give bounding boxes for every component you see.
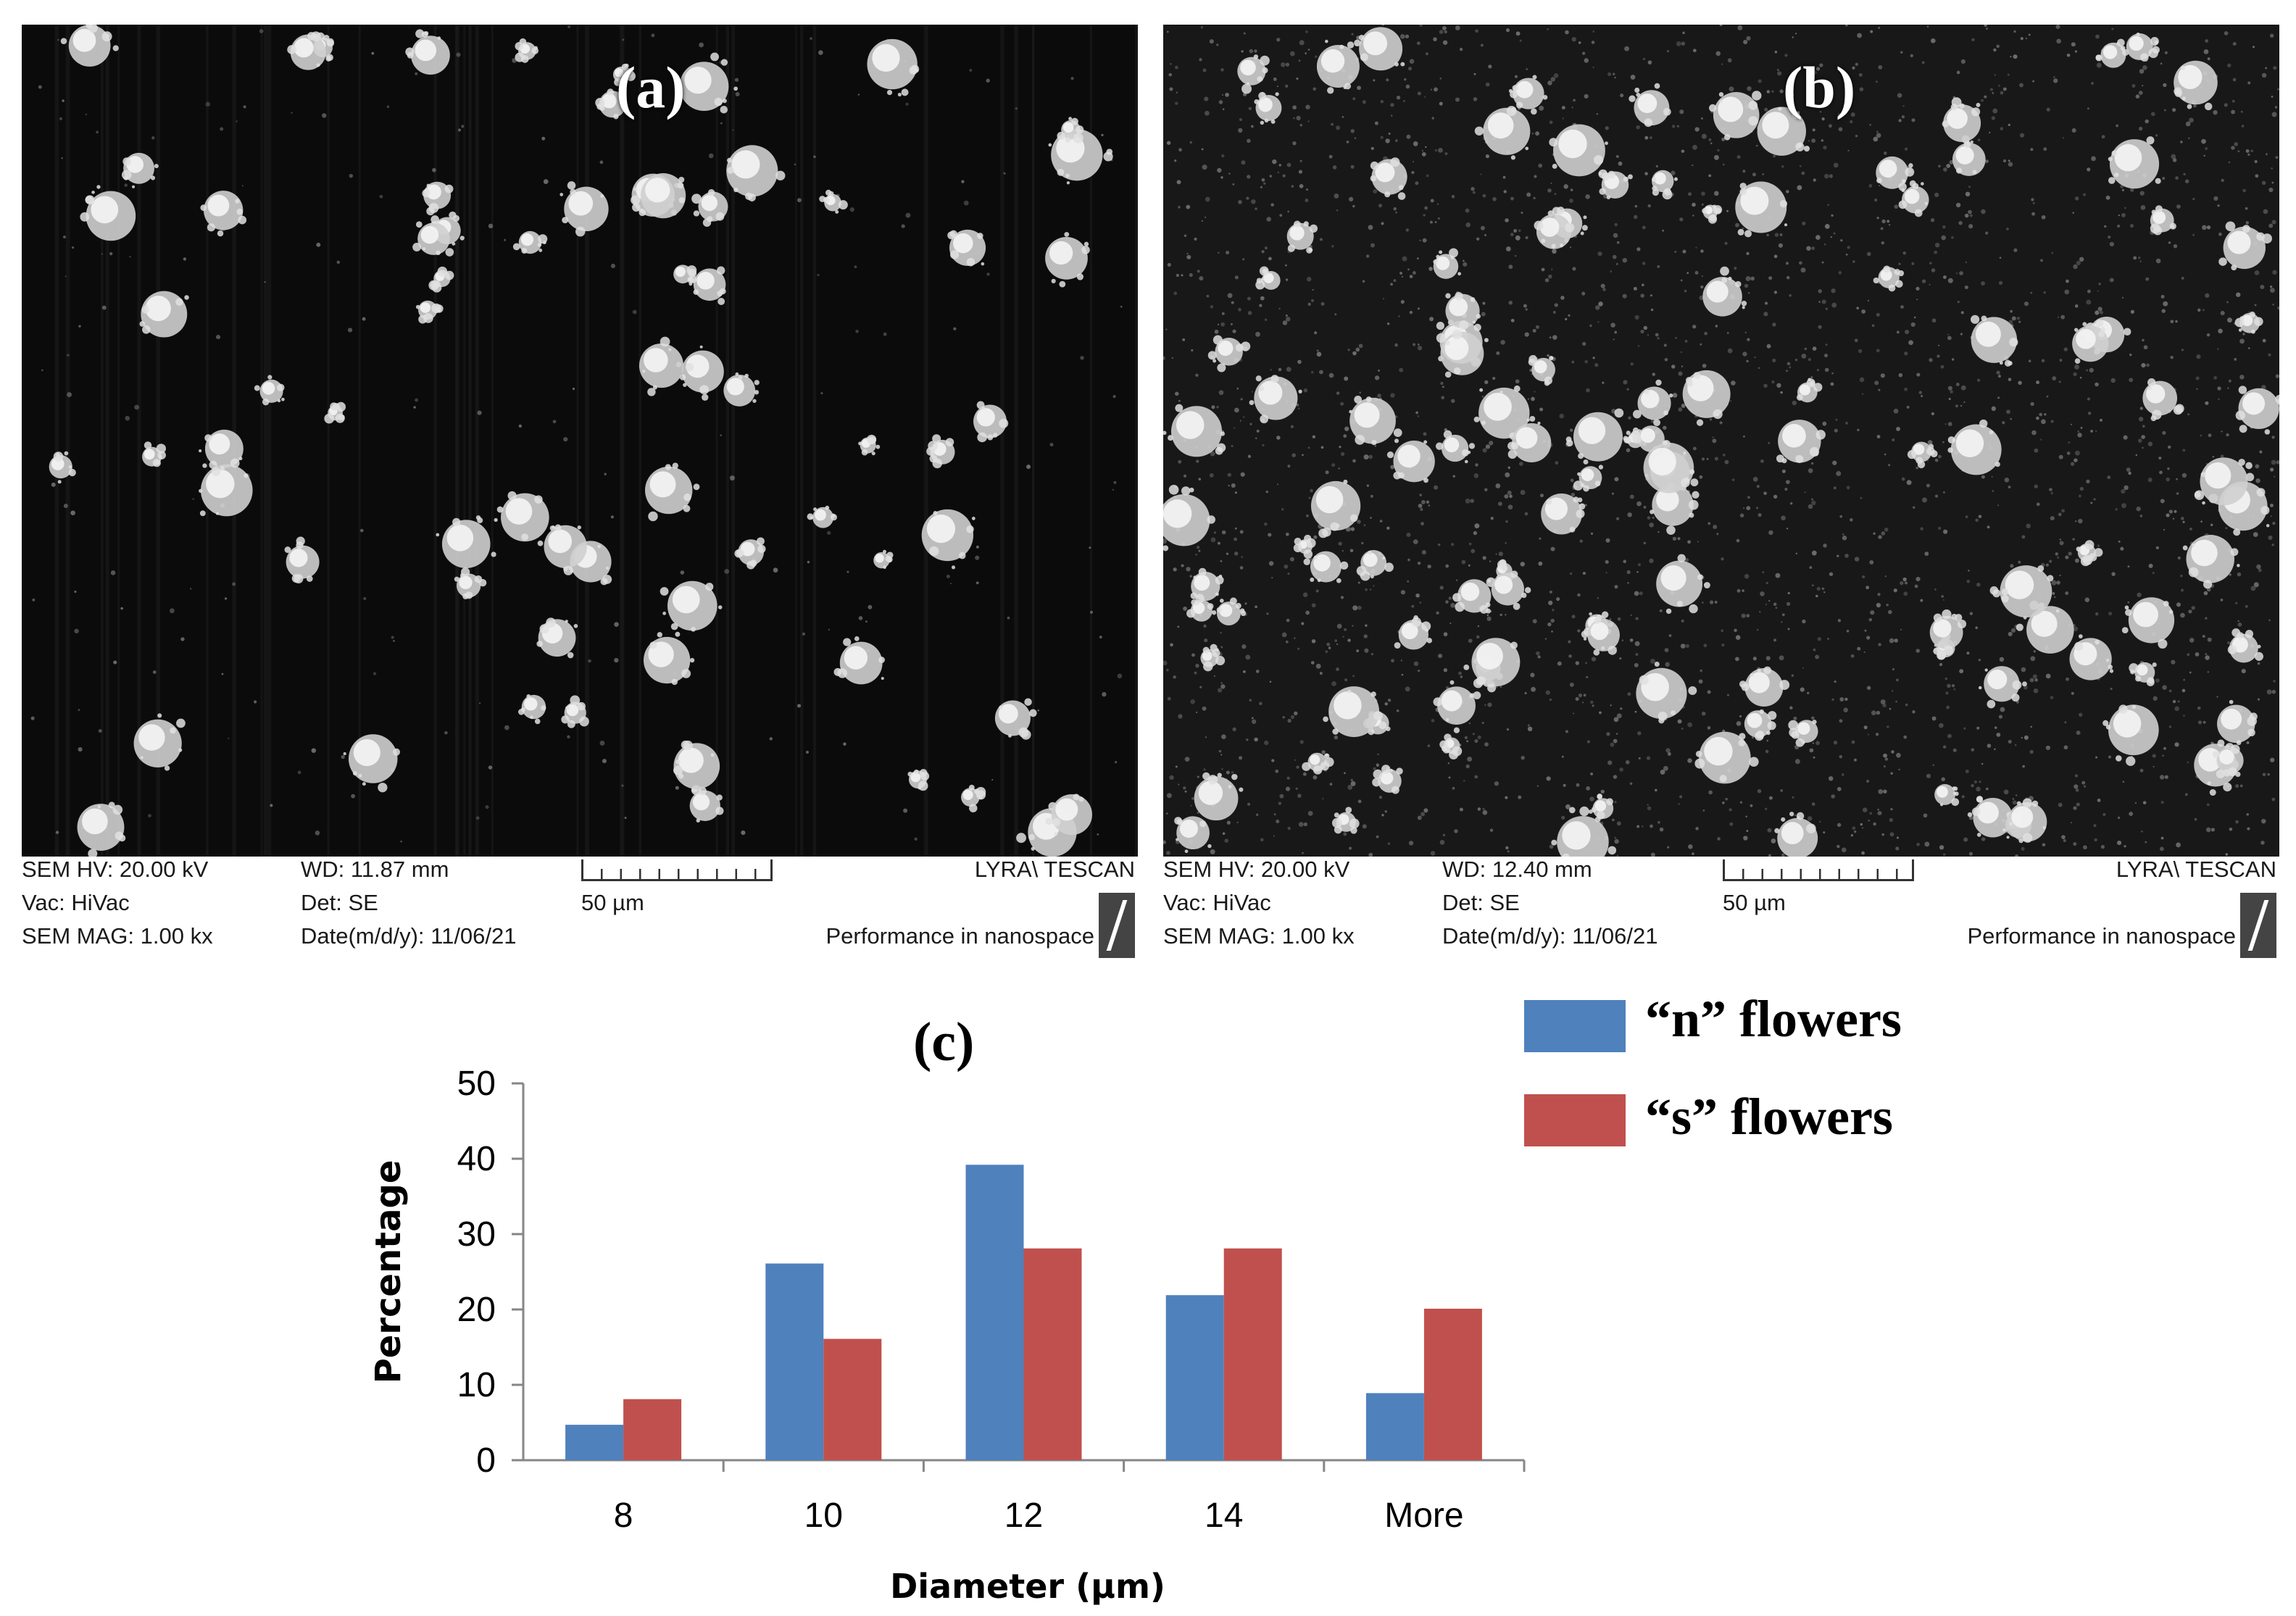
- y-tick-label: 30: [457, 1215, 496, 1254]
- tagline-b: Performance in nanospace: [1967, 923, 2236, 949]
- chart-title: (c): [913, 1012, 975, 1073]
- y-tick-label: 40: [457, 1140, 496, 1178]
- sem-info-bar-a: SEM HV: 20.00 kV Vac: HiVac SEM MAG: 1.0…: [22, 857, 1138, 965]
- brand-b: LYRA\ TESCAN: [2116, 857, 2276, 882]
- bar-n-flowers: [1365, 1393, 1424, 1460]
- sem-wd-a: WD: 11.87 mm: [301, 857, 449, 882]
- panel-b-label: (b): [1783, 54, 1856, 120]
- y-tick-label: 10: [457, 1366, 496, 1404]
- bar-s-flowers: [623, 1399, 682, 1460]
- brand-a: LYRA\ TESCAN: [974, 857, 1135, 882]
- sem-hv-b: SEM HV: 20.00 kV: [1163, 857, 1350, 882]
- scale-bar-a: [581, 859, 773, 881]
- bar-s-flowers: [823, 1338, 882, 1460]
- sem-vac-a: Vac: HiVac: [22, 890, 130, 915]
- panel-a-label: (a): [616, 54, 686, 120]
- y-tick-label: 0: [476, 1441, 496, 1480]
- bar-s-flowers: [1423, 1308, 1482, 1460]
- x-tick-label: 8: [614, 1496, 633, 1535]
- bar-n-flowers: [1165, 1295, 1224, 1460]
- sem-vac-b: Vac: HiVac: [1163, 890, 1271, 915]
- x-tick-label: More: [1384, 1496, 1463, 1535]
- sem-texture-b: [1163, 25, 2279, 857]
- sem-image-b: (b): [1163, 25, 2279, 857]
- sem-det-b: Det: SE: [1442, 890, 1520, 915]
- x-tick-label: 10: [804, 1496, 843, 1535]
- legend-swatch-s: [1524, 1094, 1626, 1146]
- sem-mag-a: SEM MAG: 1.00 kx: [22, 923, 213, 949]
- bar-s-flowers: [1223, 1248, 1282, 1460]
- y-axis-title: Percentage: [368, 1160, 409, 1384]
- bar-n-flowers: [565, 1425, 624, 1460]
- y-tick-label: 50: [457, 1065, 496, 1103]
- x-tick-label: 14: [1205, 1496, 1243, 1535]
- scale-bar-b: [1723, 859, 1914, 881]
- legend-label-s: “s” flowers: [1645, 1088, 1893, 1146]
- sem-wd-b: WD: 12.40 mm: [1442, 857, 1592, 882]
- scale-label-a: 50 µm: [581, 890, 644, 915]
- sem-mag-b: SEM MAG: 1.00 kx: [1163, 923, 1355, 949]
- sem-texture-a: [30, 25, 1138, 857]
- legend-label-n: “n” flowers: [1645, 990, 1902, 1048]
- x-tick-label: 12: [1004, 1496, 1043, 1535]
- bar-s-flowers: [1023, 1248, 1082, 1460]
- tescan-logo-icon-a: [1099, 893, 1135, 958]
- sem-info-bar-b: SEM HV: 20.00 kV Vac: HiVac SEM MAG: 1.0…: [1163, 857, 2279, 965]
- sem-image-a: (a): [22, 25, 1138, 857]
- x-axis-title: Diameter (µm): [890, 1567, 1165, 1606]
- tescan-logo-icon-b: [2240, 893, 2276, 958]
- legend-swatch-n: [1524, 1000, 1626, 1052]
- scale-label-b: 50 µm: [1723, 890, 1786, 915]
- sem-date-b: Date(m/d/y): 11/06/21: [1442, 923, 1658, 949]
- y-tick-label: 20: [457, 1291, 496, 1329]
- sem-det-a: Det: SE: [301, 890, 378, 915]
- sem-hv-a: SEM HV: 20.00 kV: [22, 857, 209, 882]
- bar-n-flowers: [765, 1263, 824, 1460]
- sem-date-a: Date(m/d/y): 11/06/21: [301, 923, 517, 949]
- bar-n-flowers: [965, 1165, 1024, 1460]
- tagline-a: Performance in nanospace: [825, 923, 1094, 949]
